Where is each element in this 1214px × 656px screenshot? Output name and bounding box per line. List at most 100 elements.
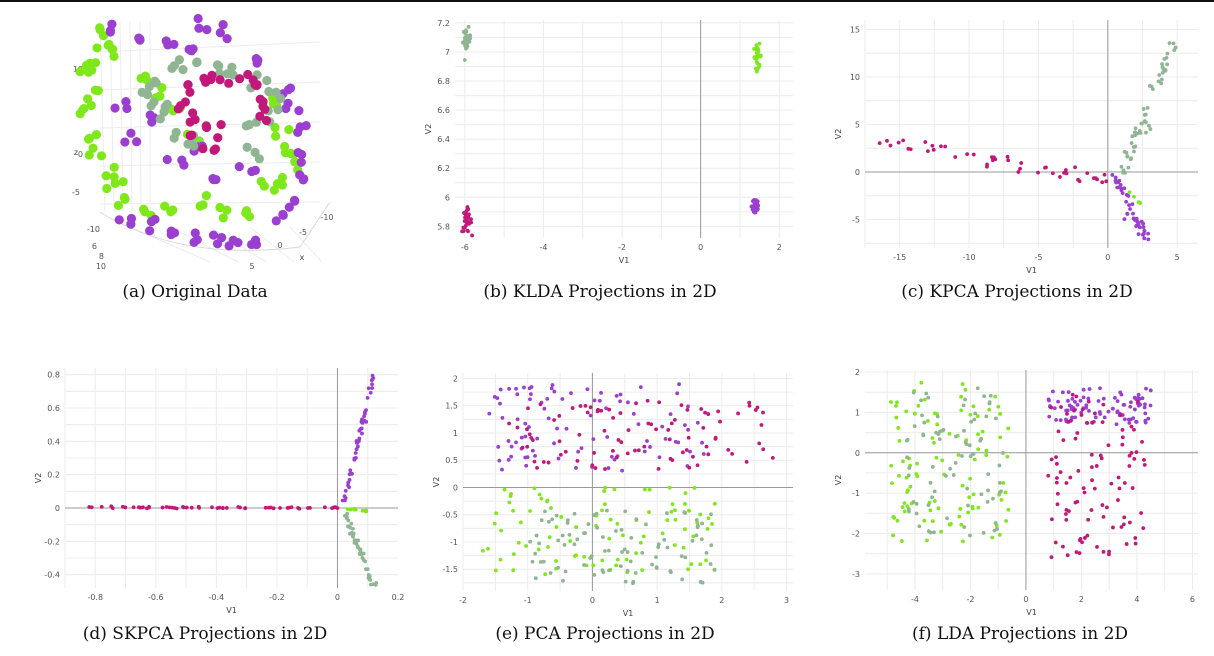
data-point [618, 399, 623, 404]
data-point [993, 521, 998, 525]
data-point [944, 473, 948, 478]
chart-klda[interactable]: -6 -4 -2 0 2 5.8 6 6.2 6.4 6.6 6.8 7 7.2 V1 V2 [425, 12, 800, 282]
data-point [1129, 141, 1134, 145]
data-point [467, 220, 472, 225]
data-point [636, 448, 641, 453]
chart-lda[interactable]: -4 -2 0 2 4 6 -3 -2 -1 0 1 2 V1 V2 [830, 360, 1205, 620]
data-point [1107, 549, 1111, 554]
x-tick-label: -4 [911, 595, 919, 604]
data-point [1066, 390, 1071, 395]
data-point [345, 507, 350, 512]
data-point [120, 137, 130, 147]
data-point [1003, 490, 1008, 495]
y-axis-title: V2 [834, 129, 843, 140]
data-point [1118, 413, 1123, 417]
x-axis-title: V1 [619, 256, 630, 265]
data-point [109, 51, 119, 61]
data-point [937, 437, 942, 442]
data-point [963, 440, 968, 445]
data-point [877, 141, 882, 145]
data-point [1081, 486, 1086, 491]
data-point [347, 478, 352, 482]
data-point [1066, 398, 1070, 403]
data-point [752, 56, 757, 60]
data-point [75, 67, 85, 77]
data-point [198, 144, 208, 154]
data-point [605, 435, 610, 439]
y-tick-label: -1.5 [442, 565, 458, 574]
panel-pca: -2 -1 0 1 2 3 -1.5 -1 -0.5 0 0.5 1 1.5 2 V1 V2 [425, 365, 800, 620]
data-point [1164, 56, 1169, 60]
data-point [101, 171, 111, 181]
data-point [625, 550, 630, 554]
data-point [607, 568, 611, 573]
data-point [556, 456, 561, 461]
data-point [911, 500, 916, 504]
data-point [1146, 231, 1151, 236]
chart-skpca[interactable]: -0.8 -0.6 -0.4 -0.2 0 0.2 -0.4 -0.2 0 0.2 0.4 0.6 0.… [20, 360, 405, 620]
chart-pca[interactable]: -2 -1 0 1 2 3 -1.5 -1 -0.5 0 0.5 1 1.5 2 V1 V2 [425, 365, 800, 620]
data-point [464, 45, 469, 50]
data-point [542, 406, 547, 411]
data-point [527, 432, 532, 437]
data-point [895, 400, 899, 405]
data-point [1080, 407, 1085, 412]
data-point [167, 505, 172, 510]
data-point [559, 515, 564, 519]
data-point [351, 534, 355, 539]
data-point [759, 423, 764, 427]
data-point [985, 164, 989, 169]
data-point [908, 147, 913, 152]
data-point [1119, 186, 1124, 191]
data-point [622, 547, 627, 552]
data-point [931, 147, 936, 152]
data-point [574, 465, 578, 470]
data-point [985, 499, 990, 504]
data-point [1064, 512, 1068, 516]
data-point [1127, 421, 1132, 425]
data-point [959, 408, 964, 413]
data-point [1131, 416, 1136, 421]
data-point [560, 533, 565, 538]
caption-klda: (b) KLDA Projections in 2D [483, 282, 717, 302]
data-point [625, 451, 630, 456]
data-point [297, 149, 307, 160]
data-point [1085, 171, 1090, 175]
data-point [557, 439, 562, 444]
data-point [1129, 400, 1133, 405]
data-point [1073, 165, 1077, 170]
data-point [549, 506, 553, 510]
data-point [1079, 413, 1084, 417]
data-point [1058, 175, 1062, 179]
data-point [1148, 403, 1153, 408]
data-point [961, 539, 965, 544]
data-point [518, 520, 523, 525]
y-tick-label: 1.5 [445, 402, 458, 411]
data-point [90, 58, 101, 68]
data-point [1102, 172, 1107, 177]
data-point [546, 545, 550, 549]
data-point [726, 447, 731, 452]
data-point [683, 423, 687, 428]
data-point [109, 162, 119, 172]
chart-kpca[interactable]: -15 -10 -5 0 5 -5 0 5 10 15 V1 V2 [830, 12, 1205, 282]
data-point [677, 382, 681, 387]
data-point [686, 435, 691, 440]
data-point [1100, 180, 1105, 185]
data-point [1127, 464, 1132, 468]
data-point [1081, 395, 1086, 400]
data-point [924, 391, 929, 396]
data-point [1089, 465, 1094, 470]
data-point [951, 473, 956, 477]
data-point [986, 472, 991, 477]
data-point [535, 465, 539, 470]
data-point [925, 149, 930, 154]
data-point [753, 207, 758, 212]
data-point [277, 172, 288, 183]
data-point [685, 407, 690, 412]
data-point [525, 455, 530, 460]
data-point [703, 410, 707, 415]
data-point [1077, 551, 1082, 556]
data-point [970, 506, 975, 511]
